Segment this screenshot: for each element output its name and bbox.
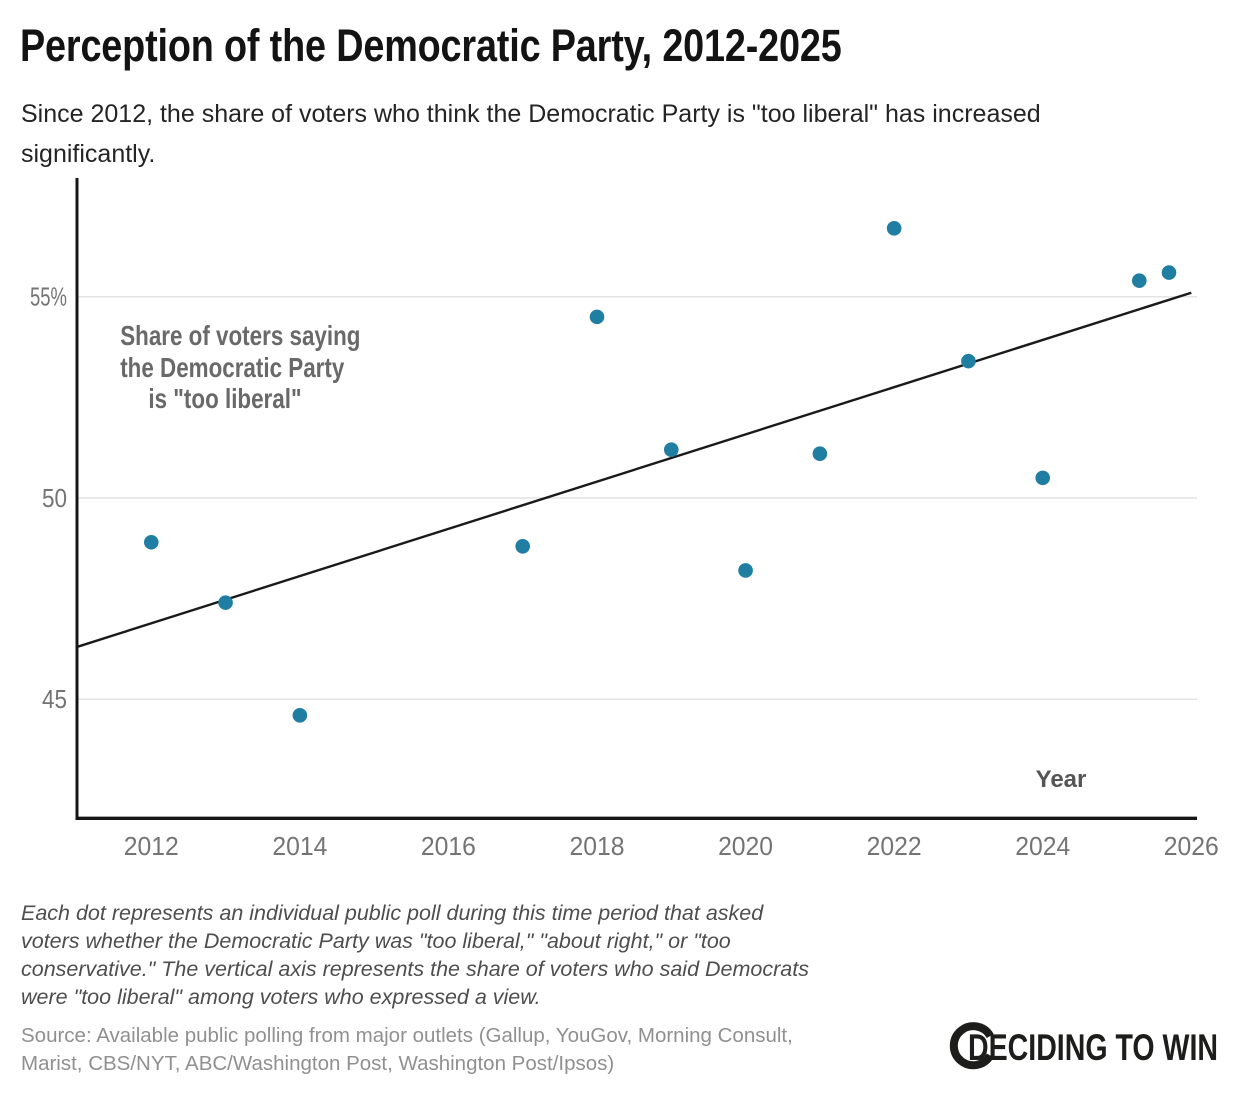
data-point [292,708,308,723]
data-point [886,221,902,236]
deciding-to-win-logo: DECIDING TO WIN [949,1022,1218,1070]
y-tick-label: 45 [42,684,67,714]
page-title: Perception of the Democratic Party, 2012… [20,20,842,71]
data-point [515,538,531,554]
y-tick-label: 55% [30,282,67,312]
x-tick-label: 2020 [718,831,773,861]
x-tick-label: 2026 [1164,831,1219,861]
subtitle-line: significantly. [21,140,156,168]
footnote-line: Each dot represents an individual public… [21,901,764,925]
series-annotation: Share of voters saying the Democratic Pa… [120,320,361,415]
data-point [738,563,753,578]
data-point [961,353,976,369]
x-tick-label: 2022 [867,831,922,861]
x-tick-label: 2024 [1015,831,1070,861]
subtitle-line: Since 2012, the share of voters who thin… [21,100,1041,128]
scatter-chart: 55% 50 45 2012 2014 2016 2018 2020 2022 2024 2026 [0,170,1240,870]
data-point [218,595,233,610]
annotation-line: is "too liberal" [148,383,302,414]
logo-c-icon [949,1022,994,1070]
data-point [589,309,605,325]
source-line: Source: Available public polling from ma… [21,1024,793,1047]
logo-text: DECIDING TO WIN [968,1027,1218,1068]
data-point [663,442,679,457]
footnote: Each dot represents an individual public… [21,899,921,1011]
data-point [1131,273,1147,288]
data-point [1035,470,1051,486]
chart-canvas: 55% 50 45 2012 2014 2016 2018 2020 2022 2024 2026 [30,178,1219,861]
annotation-line: the Democratic Party [120,351,345,383]
data-point [143,534,159,550]
footnote-line: voters whether the Democratic Party was … [21,929,731,953]
source-credit: Source: Available public polling from ma… [21,1022,921,1078]
x-tick-label: 2012 [124,831,179,861]
x-axis-title: Year [1035,766,1087,793]
y-tick-label: 50 [42,483,67,513]
x-tick-label: 2016 [421,831,476,861]
footnote-line: conservative." The vertical axis represe… [21,957,809,981]
data-point [812,446,828,462]
trend-line [76,291,1192,649]
footnote-line: were "too liberal" among voters who expr… [21,985,541,1009]
x-tick-label: 2014 [272,831,327,861]
source-line: Marist, CBS/NYT, ABC/Washington Post, Wa… [21,1052,615,1075]
chart-subtitle: Since 2012, the share of voters who thin… [21,94,1201,174]
annotation-line: Share of voters saying [120,320,361,351]
x-tick-label: 2018 [570,831,625,861]
data-point [1161,265,1177,280]
